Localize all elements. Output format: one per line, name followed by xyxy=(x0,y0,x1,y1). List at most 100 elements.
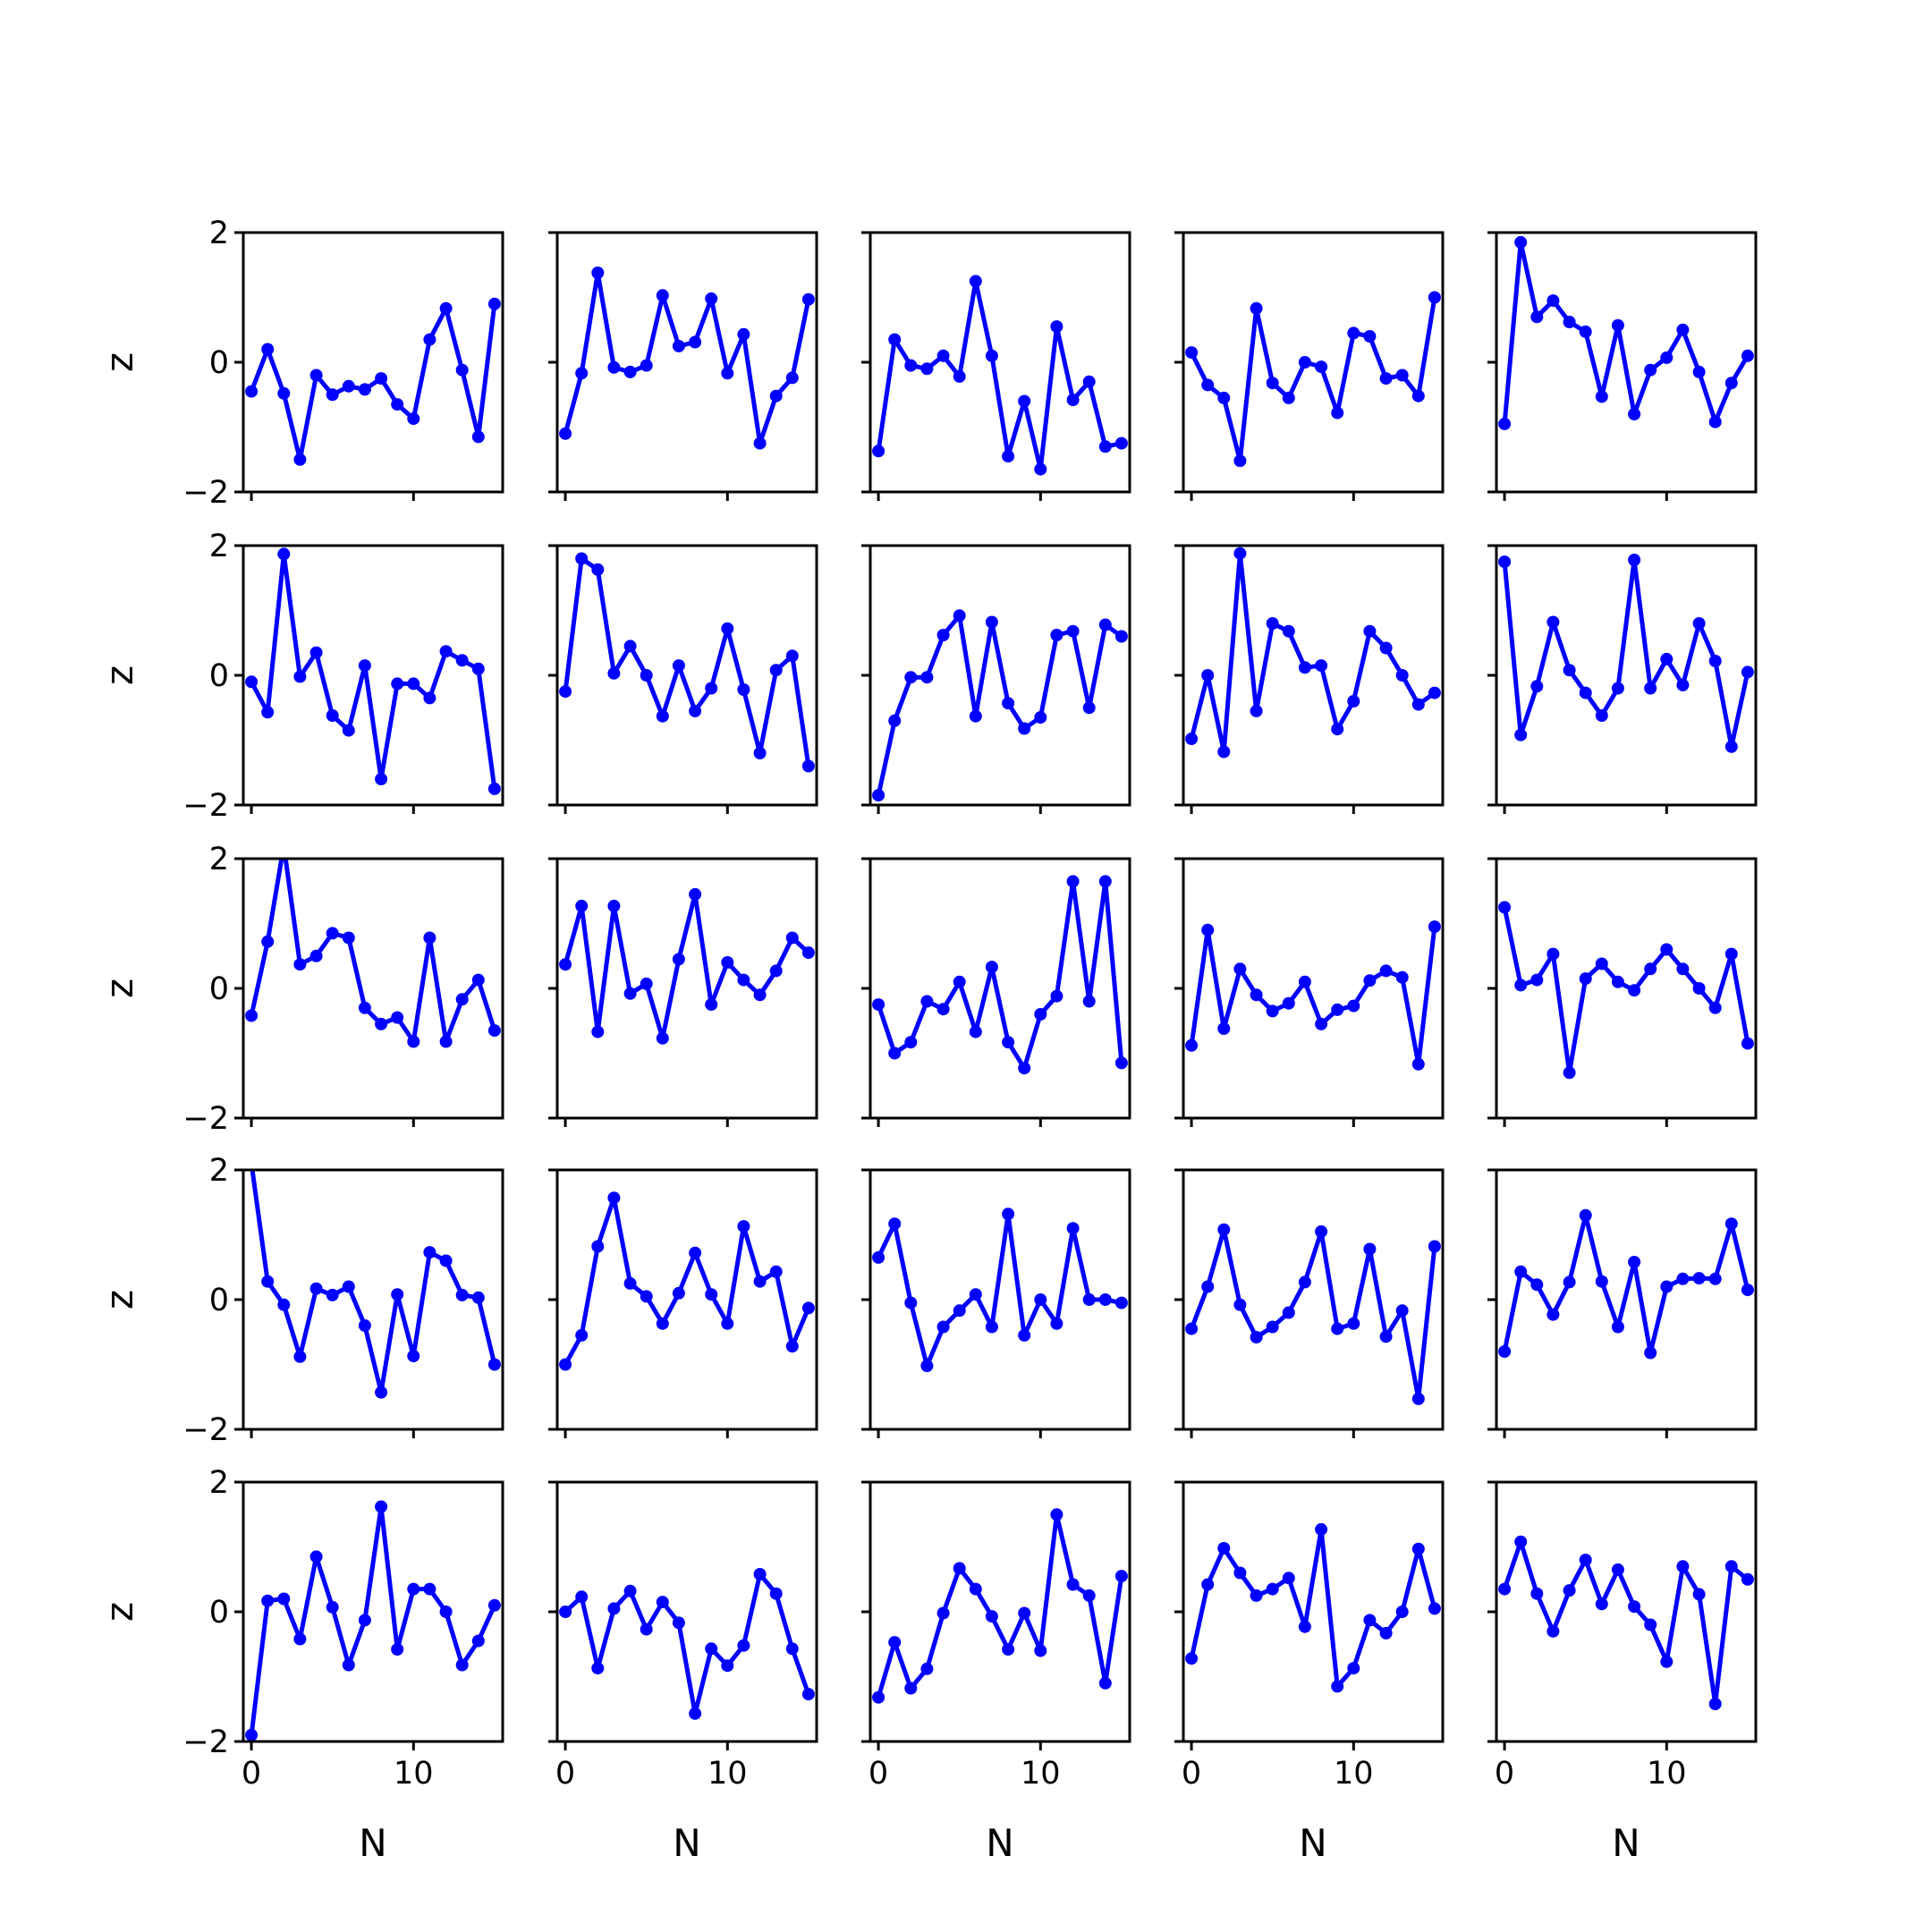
data-point xyxy=(391,398,404,411)
data-point xyxy=(1034,1293,1047,1306)
data-point xyxy=(293,958,307,971)
x-tick-label: 10 xyxy=(394,1756,434,1792)
data-point xyxy=(342,931,355,945)
series-line xyxy=(876,1211,1123,1368)
data-point xyxy=(407,1035,420,1048)
series-line xyxy=(1189,297,1437,463)
data-point xyxy=(342,379,355,393)
data-point xyxy=(1692,982,1706,995)
data-point xyxy=(1395,369,1409,382)
data-point xyxy=(1018,1062,1031,1075)
series-line xyxy=(563,1195,811,1366)
data-point xyxy=(656,1596,669,1609)
data-point xyxy=(1428,920,1441,934)
data-point xyxy=(785,649,799,663)
data-point xyxy=(1315,1017,1328,1030)
data-point xyxy=(672,659,685,673)
data-point xyxy=(1002,1036,1015,1049)
x-axis-label: N xyxy=(986,1821,1013,1865)
x-tick-label: 10 xyxy=(708,1756,748,1792)
data-point xyxy=(1082,995,1096,1008)
data-point xyxy=(1514,1535,1528,1548)
data-point xyxy=(342,1280,355,1293)
data-point xyxy=(1579,972,1592,986)
data-point xyxy=(985,961,998,974)
data-point xyxy=(1514,979,1528,992)
data-point xyxy=(888,714,902,727)
data-point xyxy=(672,1616,685,1630)
data-point xyxy=(607,1602,621,1615)
data-point xyxy=(245,675,258,689)
data-point xyxy=(591,1025,605,1038)
data-point xyxy=(1250,1589,1263,1602)
data-point xyxy=(1411,1392,1425,1405)
panel-3-2 xyxy=(548,857,818,1127)
panel-5-4: 0 10N xyxy=(1174,1480,1445,1865)
data-point xyxy=(785,1642,799,1656)
data-point xyxy=(1692,1272,1706,1285)
data-point xyxy=(391,1288,404,1301)
data-point xyxy=(801,946,815,960)
data-point xyxy=(1347,1662,1360,1675)
data-point xyxy=(1250,1331,1263,1343)
data-point xyxy=(888,1046,902,1060)
data-point xyxy=(1514,235,1528,249)
data-point xyxy=(471,1291,485,1304)
data-point xyxy=(1611,1563,1624,1576)
data-point xyxy=(439,301,453,315)
data-point xyxy=(591,267,605,279)
data-point xyxy=(1363,624,1377,638)
data-point xyxy=(293,670,307,683)
series-line xyxy=(563,892,810,1041)
data-point xyxy=(705,1642,718,1656)
data-point xyxy=(1498,417,1512,430)
data-point xyxy=(1530,680,1544,693)
data-point xyxy=(1546,615,1560,629)
panel-2-2 xyxy=(548,544,818,814)
data-point xyxy=(1331,1680,1344,1693)
data-point xyxy=(672,1286,685,1300)
data-point xyxy=(277,547,291,561)
data-point xyxy=(1250,988,1263,1002)
data-point xyxy=(1250,301,1263,315)
data-point xyxy=(1201,1578,1215,1591)
data-point xyxy=(1002,1208,1015,1221)
data-point xyxy=(1098,875,1112,888)
data-point xyxy=(1315,1522,1328,1536)
data-point xyxy=(1724,1217,1738,1231)
data-point xyxy=(1724,1560,1738,1573)
data-point xyxy=(471,973,485,987)
data-point xyxy=(1185,1652,1199,1665)
data-point xyxy=(591,1240,605,1253)
data-point xyxy=(1298,1275,1311,1289)
data-point xyxy=(1266,1004,1279,1018)
data-point xyxy=(1579,1554,1592,1566)
data-point xyxy=(705,292,718,305)
y-axis-label: z xyxy=(97,1290,141,1309)
data-point xyxy=(953,369,966,383)
data-point xyxy=(1282,624,1295,638)
data-point xyxy=(407,1582,420,1596)
data-point xyxy=(1660,1280,1674,1293)
data-point xyxy=(487,1024,501,1038)
data-point xyxy=(1628,984,1641,997)
data-point xyxy=(1741,1572,1754,1586)
data-point xyxy=(737,1639,750,1652)
data-point xyxy=(245,385,258,398)
data-point xyxy=(1347,999,1360,1013)
series-line xyxy=(1502,240,1750,425)
y-tick-label: −2 xyxy=(182,788,229,824)
series-line xyxy=(1502,906,1750,1075)
data-point xyxy=(801,759,815,773)
data-point xyxy=(1002,697,1015,710)
data-point xyxy=(245,1157,258,1170)
data-point xyxy=(1217,1223,1231,1236)
data-point xyxy=(872,789,886,802)
data-point xyxy=(721,956,734,969)
data-point xyxy=(1034,462,1047,476)
data-point xyxy=(872,998,886,1012)
panel-4-2 xyxy=(548,1168,818,1438)
data-point xyxy=(471,430,485,444)
x-tick-label: 0 xyxy=(1495,1756,1514,1792)
data-point xyxy=(1676,1272,1690,1285)
